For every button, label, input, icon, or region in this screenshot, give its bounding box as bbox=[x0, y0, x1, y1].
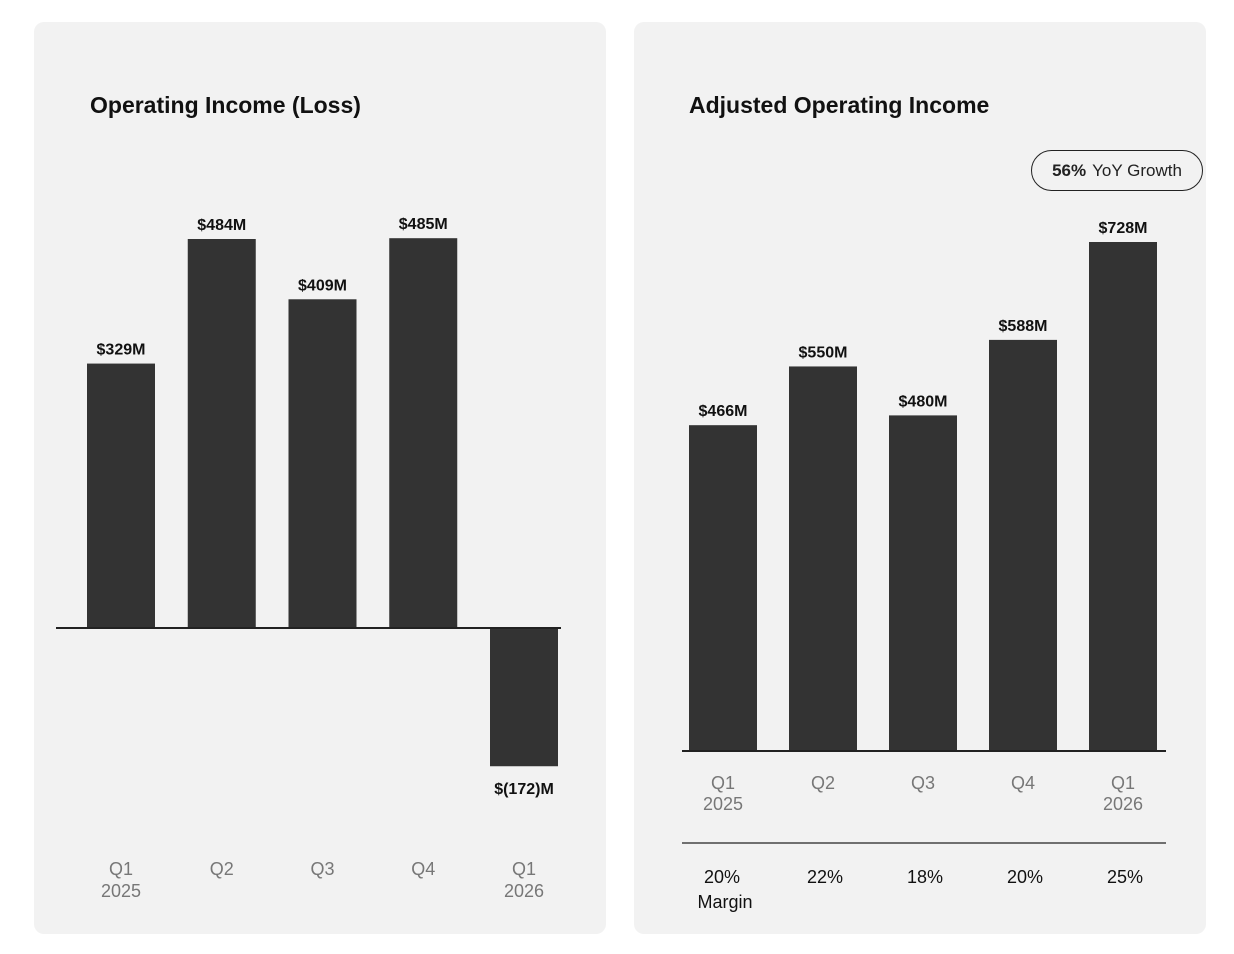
x-tick-label: 2026 bbox=[1103, 794, 1143, 814]
adjusted-operating-income-title: Adjusted Operating Income bbox=[689, 92, 990, 118]
bar bbox=[789, 366, 857, 751]
x-tick-label: 2026 bbox=[504, 881, 544, 901]
data-label: $329M bbox=[97, 342, 146, 359]
yoy-growth-label: YoY Growth bbox=[1092, 160, 1182, 180]
data-label: $466M bbox=[699, 403, 748, 420]
yoy-growth-badge: 56% YoY Growth bbox=[1031, 150, 1203, 191]
data-label: $409M bbox=[298, 277, 347, 294]
margin-value: 22% bbox=[807, 867, 843, 887]
margin-value: 25% bbox=[1107, 867, 1143, 887]
data-label: $484M bbox=[197, 217, 246, 234]
operating-income-title: Operating Income (Loss) bbox=[90, 92, 361, 118]
margin-value: 20% bbox=[704, 867, 740, 887]
x-tick-label: Q3 bbox=[911, 773, 935, 793]
data-label: $550M bbox=[799, 344, 848, 361]
x-tick-label: Q1 bbox=[512, 859, 536, 879]
x-tick-label: Q2 bbox=[811, 773, 835, 793]
bar bbox=[1089, 242, 1157, 751]
margin-value: 20% bbox=[1007, 867, 1043, 887]
bar bbox=[889, 415, 957, 751]
data-label: $480M bbox=[899, 393, 948, 410]
bar bbox=[490, 628, 558, 767]
bar bbox=[989, 339, 1057, 751]
x-tick-label: Q4 bbox=[1011, 773, 1035, 793]
x-tick-label: Q4 bbox=[411, 859, 435, 879]
data-label: $485M bbox=[399, 216, 448, 233]
bar bbox=[689, 425, 757, 751]
margin-label: Margin bbox=[697, 892, 752, 912]
data-label: $588M bbox=[999, 318, 1048, 335]
x-tick-label: Q1 bbox=[109, 859, 133, 879]
x-tick-label: 2025 bbox=[101, 881, 141, 901]
bar bbox=[187, 239, 256, 628]
x-tick-label: Q3 bbox=[310, 859, 334, 879]
x-tick-label: 2025 bbox=[703, 794, 743, 814]
data-label: $728M bbox=[1099, 220, 1148, 237]
x-tick-label: Q1 bbox=[711, 773, 735, 793]
bar bbox=[87, 363, 155, 628]
data-label: $(172)M bbox=[494, 781, 554, 798]
x-tick-label: Q1 bbox=[1111, 773, 1135, 793]
margin-value: 18% bbox=[907, 867, 943, 887]
yoy-growth-value: 56% bbox=[1052, 160, 1087, 180]
bar bbox=[389, 238, 458, 628]
bar bbox=[288, 299, 357, 628]
x-tick-label: Q2 bbox=[210, 859, 234, 879]
